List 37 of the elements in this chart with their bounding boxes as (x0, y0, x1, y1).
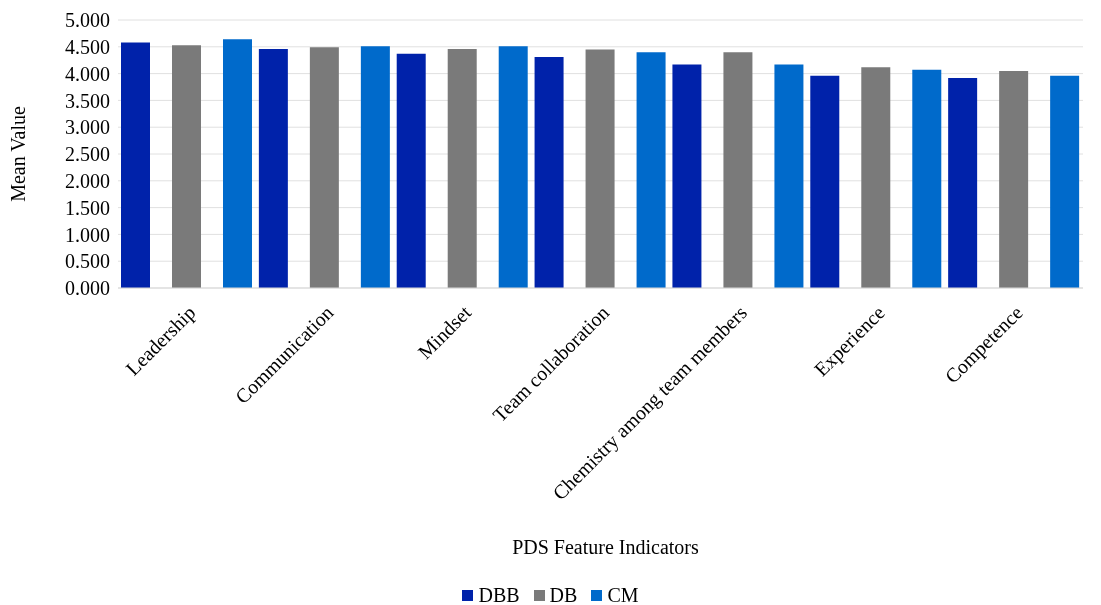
y-tick-label: 4.000 (65, 62, 110, 85)
y-tick-label: 5.000 (65, 9, 110, 32)
bar (912, 69, 942, 288)
bar (258, 48, 288, 288)
y-tick-label: 2.000 (65, 169, 110, 192)
bar (1050, 75, 1080, 288)
bar (672, 64, 702, 288)
legend-label: DBB (478, 584, 520, 605)
y-tick-label: 4.500 (65, 35, 110, 58)
bar (774, 64, 804, 288)
legend-label: CM (607, 584, 639, 605)
y-axis-title: Mean Value (7, 106, 30, 202)
y-tick-label: 0.500 (65, 250, 110, 273)
y-tick-label: 0.000 (65, 277, 110, 300)
bar (172, 45, 201, 288)
bar (585, 49, 615, 288)
bar (223, 39, 252, 288)
y-tick-label: 1.500 (65, 196, 110, 219)
x-axis-title: PDS Feature Indicators (511, 536, 700, 559)
bar (636, 52, 666, 288)
bar (723, 52, 753, 288)
bar (447, 48, 477, 288)
bar (396, 53, 426, 288)
bar (948, 77, 978, 288)
bar (534, 56, 564, 288)
bar (360, 46, 390, 288)
y-tick-label: 3.000 (65, 116, 110, 139)
bar (861, 67, 891, 288)
bar (810, 75, 840, 288)
bar (498, 46, 528, 288)
y-tick-label: 2.500 (65, 143, 110, 166)
legend-label: DB (549, 584, 578, 605)
y-tick-label: 3.500 (65, 89, 110, 112)
y-tick-label: 1.000 (65, 223, 110, 246)
bar (309, 47, 339, 288)
bar (121, 42, 150, 288)
bar (999, 70, 1029, 288)
